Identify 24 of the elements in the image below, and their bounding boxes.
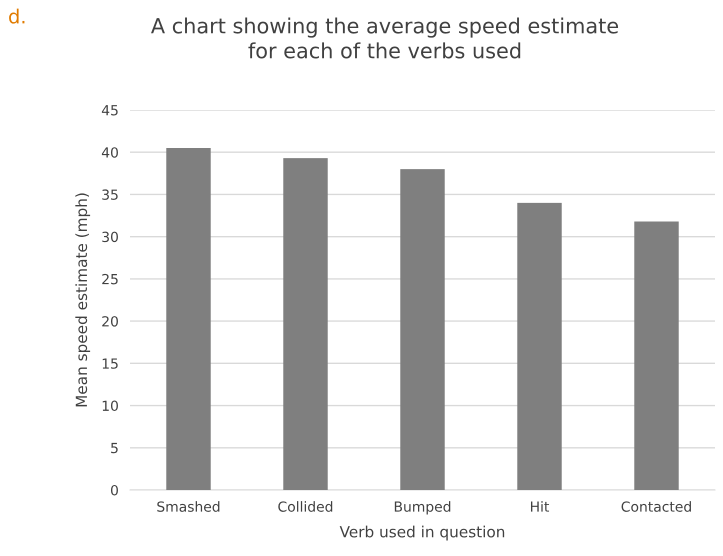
y-tick-label: 5: [111, 442, 118, 454]
text: d.: [9, 8, 24, 24]
x-axis-title: Verb used in question: [340, 526, 504, 540]
y-tick-label: 0: [110, 484, 118, 496]
bar: [634, 221, 679, 490]
y-tick-label: 35: [102, 189, 118, 200]
x-tick-label: Contacted: [622, 501, 691, 512]
x-tick-label: Bumped: [394, 501, 450, 515]
bar: [166, 148, 211, 490]
y-tick-label: 15: [102, 358, 118, 369]
y-tick-label: 30: [102, 232, 118, 242]
bar: [283, 158, 328, 490]
bar: [517, 202, 562, 490]
x-tick-label: Smashed: [157, 501, 220, 512]
y-tick-label: 40: [102, 147, 118, 158]
y-axis-title: Mean speed estimate (mph): [75, 193, 90, 406]
y-tick-label: 25: [102, 274, 118, 284]
x-tick-label: Collided: [278, 501, 332, 512]
chart-title: A chart showing the average speed estimate for each of the verbs used: [151, 17, 618, 58]
y-tick-label: 45: [102, 105, 118, 116]
bar: [400, 169, 445, 490]
x-tick-label: Hit: [530, 501, 550, 512]
y-tick-label: 20: [102, 316, 118, 327]
y-tick-label: 10: [102, 400, 118, 412]
